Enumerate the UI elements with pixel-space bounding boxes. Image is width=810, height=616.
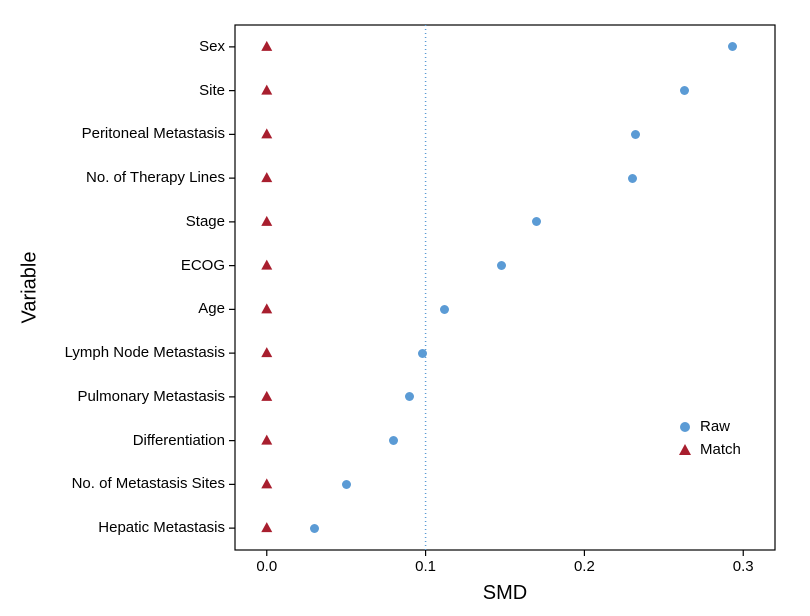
raw-point [728,42,737,51]
y-axis-title: Variable [19,247,42,327]
y-tick-label: No. of Therapy Lines [86,169,225,186]
legend-item: Raw [680,418,741,435]
y-tick-label: Site [199,82,225,99]
match-point [261,478,272,488]
match-point [261,303,272,313]
raw-point [342,480,351,489]
y-tick-label: Sex [199,38,225,55]
legend-marker-circle-icon [680,422,690,432]
match-point [261,522,272,532]
y-tick-label: Pulmonary Metastasis [77,388,225,405]
x-tick-label: 0.2 [564,558,604,575]
y-tick-label: Stage [186,213,225,230]
match-point [261,172,272,182]
raw-point [631,130,640,139]
match-point [261,216,272,226]
match-point [261,128,272,138]
legend-marker-triangle-icon [679,444,691,455]
x-tick-label: 0.0 [247,558,287,575]
match-point [261,347,272,357]
x-tick-label: 0.1 [406,558,446,575]
y-tick-label: Hepatic Metastasis [98,519,225,536]
legend: Raw Match [680,418,741,464]
legend-item: Match [680,441,741,458]
match-point [261,41,272,51]
raw-point [440,305,449,314]
y-tick-label: Differentiation [133,432,225,449]
smd-chart: 0.0 0.1 0.2 0.3 Sex Site Peritoneal Metastasis… [0,0,810,616]
y-tick-label: Age [198,300,225,317]
match-point [261,435,272,445]
y-tick-label: Lymph Node Metastasis [65,344,225,361]
x-axis-title: SMD [235,582,775,605]
y-tick-label: No. of Metastasis Sites [72,475,225,492]
legend-label: Match [700,441,741,458]
raw-point [310,524,319,533]
raw-point [628,174,637,183]
y-tick-label: Peritoneal Metastasis [82,125,225,142]
raw-point [418,349,427,358]
x-tick-label: 0.3 [723,558,763,575]
match-point [261,85,272,95]
match-point [261,391,272,401]
match-point [261,260,272,270]
legend-label: Raw [700,418,730,435]
y-tick-label: ECOG [181,257,225,274]
